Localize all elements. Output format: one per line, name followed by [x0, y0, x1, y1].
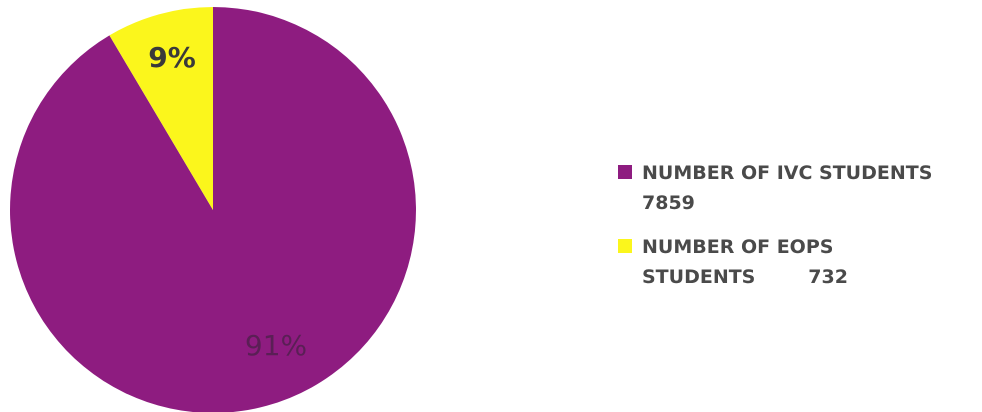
legend-swatch-ivc	[618, 165, 632, 179]
slice-label-ivc: 91%	[245, 329, 307, 362]
legend: NUMBER OF IVC STUDENTS 7859 NUMBER OF EO…	[612, 158, 982, 306]
legend-line: NUMBER OF IVC STUDENTS	[642, 162, 933, 184]
slice-eops	[109, 6, 213, 210]
legend-item-ivc: NUMBER OF IVC STUDENTS 7859	[612, 158, 982, 218]
legend-line: STUDENTS 732	[642, 266, 848, 288]
legend-line: 7859	[642, 192, 695, 214]
legend-label-eops: NUMBER OF EOPS STUDENTS 732	[642, 232, 982, 292]
legend-item-eops: NUMBER OF EOPS STUDENTS 732	[612, 232, 982, 292]
slice-label-eops: 9%	[148, 41, 196, 74]
slice-ivc	[10, 7, 416, 412]
legend-label-ivc: NUMBER OF IVC STUDENTS 7859	[642, 158, 982, 218]
legend-swatch-eops	[618, 239, 632, 253]
legend-line: NUMBER OF EOPS	[642, 236, 834, 258]
